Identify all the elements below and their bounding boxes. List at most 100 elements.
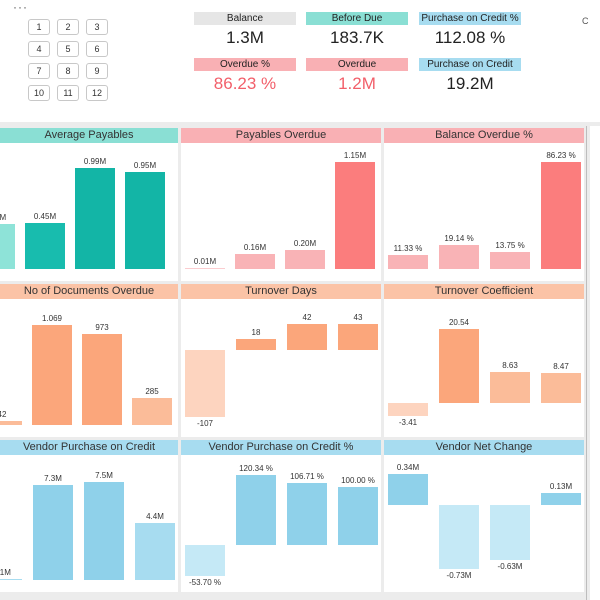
- data-label: 7.3M: [44, 473, 62, 483]
- kpi-value: 1.3M: [226, 28, 264, 47]
- data-label: 973: [95, 323, 109, 333]
- chart-title: Turnover Days: [181, 284, 381, 299]
- bar[interactable]: [236, 339, 276, 351]
- data-label: 7.5M: [95, 471, 113, 481]
- right-panel-edge: [590, 126, 600, 600]
- chart-plot: 11.33 % 19.14 % 13.75 % 86.23 %: [384, 143, 584, 281]
- data-label: -3.41: [398, 417, 418, 427]
- month-button-6[interactable]: 6: [86, 41, 108, 57]
- bar[interactable]: [84, 482, 124, 580]
- month-button-11[interactable]: 11: [57, 85, 79, 101]
- bar[interactable]: [0, 224, 15, 269]
- bar[interactable]: [235, 254, 275, 269]
- bar[interactable]: [287, 324, 327, 351]
- bar[interactable]: [541, 372, 581, 404]
- chart-plot: 0.44M 0.45M 0.99M 0.95M: [0, 143, 178, 281]
- bar[interactable]: [490, 251, 530, 269]
- data-label: 106.71 %: [290, 471, 324, 481]
- bar[interactable]: [490, 504, 530, 561]
- kpi-value: 112.08 %: [434, 28, 506, 47]
- chart-plot: 0.01M 0.16M 0.20M 1.15M: [181, 143, 381, 281]
- data-label: 1.15M: [343, 150, 367, 160]
- kpi-value: 86.23 %: [213, 74, 277, 93]
- chart-plot: 0.34M -0.73M -0.63M 0.13M: [384, 455, 584, 592]
- divider: [586, 126, 587, 600]
- bar[interactable]: [132, 398, 172, 425]
- bar[interactable]: [82, 334, 122, 425]
- kpi-label: Balance: [194, 12, 296, 25]
- kpi-purchase-on-credit: Purchase on Credit 19.2M: [419, 58, 521, 95]
- kpi-overdue-pct: Overdue % 86.23 %: [194, 58, 296, 95]
- month-button-9[interactable]: 9: [86, 63, 108, 79]
- data-label: 100.00 %: [341, 475, 375, 485]
- kpi-value: 19.2M: [446, 74, 494, 93]
- bar[interactable]: [388, 474, 428, 505]
- kpi-balance: Balance 1.3M: [194, 12, 296, 49]
- bar[interactable]: [287, 482, 327, 545]
- bar[interactable]: [135, 522, 175, 580]
- bar[interactable]: [33, 484, 73, 580]
- bar[interactable]: [236, 474, 276, 545]
- data-label: 0.99M: [83, 157, 107, 167]
- bar[interactable]: [541, 492, 581, 505]
- bar[interactable]: [439, 245, 479, 269]
- bar[interactable]: [185, 544, 225, 577]
- bar[interactable]: [388, 254, 428, 269]
- bar[interactable]: [0, 421, 22, 425]
- month-button-8[interactable]: 8: [57, 63, 79, 79]
- bar[interactable]: [75, 168, 115, 269]
- kpi-before-due: Before Due 183.7K: [306, 12, 408, 49]
- bar[interactable]: [0, 578, 22, 580]
- chart-average-payables: Average Payables 0.44M 0.45M 0.99M 0.95M: [0, 128, 178, 281]
- bar[interactable]: [338, 486, 378, 545]
- data-label: 0.34M: [396, 463, 420, 473]
- bar[interactable]: [439, 504, 479, 570]
- data-label: 0.13M: [549, 481, 573, 491]
- bar[interactable]: [338, 323, 378, 351]
- bar[interactable]: [439, 329, 479, 404]
- bar[interactable]: [335, 161, 375, 269]
- chart-balance-overdue-pct: Balance Overdue % 11.33 % 19.14 % 13.75 % 8…: [384, 128, 584, 281]
- bar[interactable]: [490, 372, 530, 404]
- data-label: -0.63M: [497, 562, 523, 572]
- kpi-label: Purchase on Credit %: [419, 12, 521, 25]
- chart-plot: -3.41 20.54 8.63 8.47: [384, 299, 584, 437]
- bar[interactable]: [541, 161, 581, 269]
- chart-title: Payables Overdue: [181, 128, 381, 143]
- month-button-7[interactable]: 7: [28, 63, 50, 79]
- data-label: -0.73M: [446, 571, 472, 581]
- right-edge-label: C: [582, 16, 589, 26]
- data-label: -53.70 %: [188, 578, 222, 588]
- chart-title: Vendor Purchase on Credit: [0, 440, 178, 455]
- chart-title: Vendor Purchase on Credit %: [181, 440, 381, 455]
- bar[interactable]: [25, 223, 65, 269]
- bar[interactable]: [388, 403, 428, 416]
- chart-plot: 42 1.069 973 285: [0, 299, 178, 437]
- chart-turnover-coefficient: Turnover Coefficient -3.41 20.54 8.63 8.47: [384, 284, 584, 437]
- bar[interactable]: [185, 268, 225, 270]
- bar[interactable]: [285, 250, 325, 269]
- kpi-purchase-on-credit-pct: Purchase on Credit % 112.08 %: [419, 12, 521, 49]
- month-button-4[interactable]: 4: [28, 41, 50, 57]
- kpi-value: 183.7K: [330, 28, 384, 47]
- kpi-overdue: Overdue 1.2M: [306, 58, 408, 95]
- month-button-1[interactable]: 1: [28, 19, 50, 35]
- data-label: 11.33 %: [393, 243, 423, 253]
- bar[interactable]: [125, 172, 165, 269]
- month-button-5[interactable]: 5: [57, 41, 79, 57]
- chart-plot: -107 18 42 43: [181, 299, 381, 437]
- chart-title: Average Payables: [0, 128, 178, 143]
- chart-title: Vendor Net Change: [384, 440, 584, 455]
- data-label: 120.34 %: [239, 463, 273, 473]
- data-label: 0.20M: [293, 239, 317, 249]
- bar[interactable]: [32, 325, 72, 425]
- data-label: 0.01M: [193, 257, 217, 267]
- month-button-3[interactable]: 3: [86, 19, 108, 35]
- month-button-12[interactable]: 12: [86, 85, 108, 101]
- month-button-10[interactable]: 10: [28, 85, 50, 101]
- month-button-2[interactable]: 2: [57, 19, 79, 35]
- more-options-icon[interactable]: ···: [13, 0, 28, 14]
- kpi-value: 1.2M: [338, 74, 376, 93]
- bar[interactable]: [185, 350, 225, 417]
- data-label: 42: [0, 410, 7, 420]
